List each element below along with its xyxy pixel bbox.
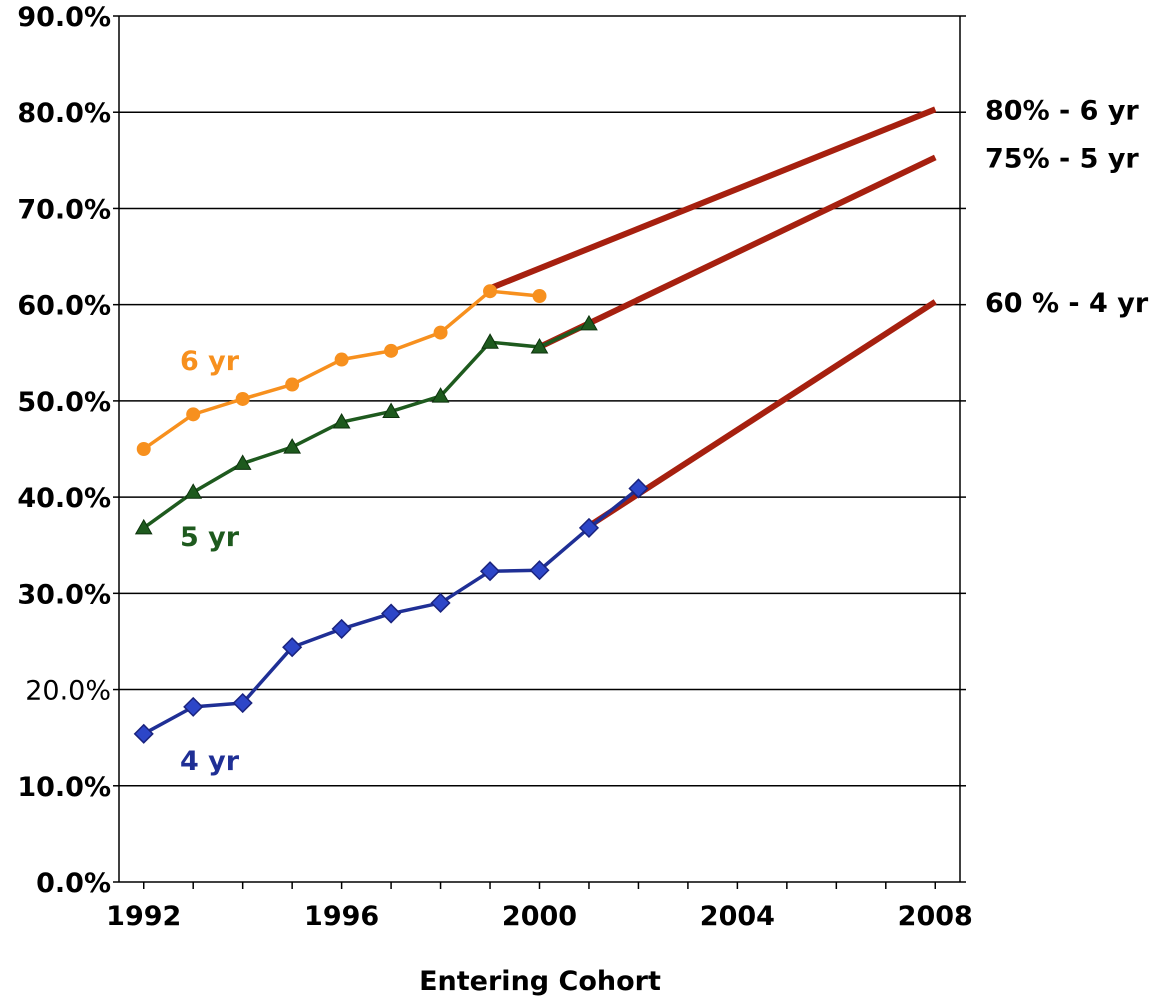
labels: 0.0% 10.0% 20.0% 30.0% 40.0% 50.0% 60.0% 70.0% 8… xyxy=(17,2,1148,932)
target-label: 60 % - 4 yr xyxy=(985,288,1149,319)
data-point xyxy=(431,387,450,403)
y-tick-label: 80.0% xyxy=(17,98,111,129)
data-point xyxy=(283,438,302,454)
data-point xyxy=(282,637,303,658)
target-label: 75% - 5 yr xyxy=(985,143,1139,174)
data-point xyxy=(481,333,499,349)
data-point xyxy=(233,454,252,470)
y-tick-label: 10.0% xyxy=(17,772,111,803)
data-point xyxy=(134,518,153,535)
series-line-1 xyxy=(142,322,590,530)
data-point xyxy=(578,517,600,538)
data-point xyxy=(532,289,547,304)
y-tick-label: 0.0% xyxy=(36,868,111,899)
data-point xyxy=(332,413,351,429)
data-point xyxy=(285,377,300,392)
x-tick-label: 2000 xyxy=(502,901,577,932)
y-tick-label: 30.0% xyxy=(17,579,111,610)
x-tick-label: 1992 xyxy=(106,901,181,932)
data-point xyxy=(381,603,402,624)
data-point xyxy=(580,314,598,331)
data-point xyxy=(529,560,550,581)
data-point xyxy=(184,483,203,499)
x-tick-label: 2004 xyxy=(700,901,775,932)
y-tick-label: 50.0% xyxy=(17,387,111,418)
target-line-1 xyxy=(538,154,937,350)
target-line-0 xyxy=(488,106,937,292)
data-point xyxy=(235,391,250,406)
data-point xyxy=(384,343,399,358)
data-series xyxy=(133,284,649,744)
y-tick-label: 70.0% xyxy=(17,194,111,225)
gridlines xyxy=(119,15,960,787)
x-tick-label: 1996 xyxy=(304,901,379,932)
series-label: 4 yr xyxy=(180,746,240,777)
x-axis-title: Entering Cohort xyxy=(419,966,661,997)
axes xyxy=(113,15,966,889)
target-label: 80% - 6 yr xyxy=(985,95,1139,126)
series-label: 5 yr xyxy=(180,522,240,553)
data-point xyxy=(530,337,549,354)
data-point xyxy=(334,352,349,367)
data-point xyxy=(183,696,204,717)
data-point xyxy=(433,325,448,340)
target-lines xyxy=(488,106,937,529)
series-label: 6 yr xyxy=(180,346,240,377)
data-point xyxy=(133,723,154,744)
data-point xyxy=(136,442,151,456)
y-tick-label: 20.0% xyxy=(25,676,111,707)
data-point xyxy=(479,561,501,582)
data-point xyxy=(331,618,352,639)
y-tick-label: 90.0% xyxy=(17,2,111,33)
y-tick-label: 40.0% xyxy=(17,483,111,514)
data-point xyxy=(232,692,253,714)
data-point xyxy=(186,407,201,422)
data-point xyxy=(430,592,451,614)
data-point xyxy=(628,478,649,499)
data-point xyxy=(483,284,498,299)
y-tick-label: 60.0% xyxy=(17,291,111,322)
data-point xyxy=(382,402,400,418)
x-tick-label: 2008 xyxy=(898,901,973,932)
